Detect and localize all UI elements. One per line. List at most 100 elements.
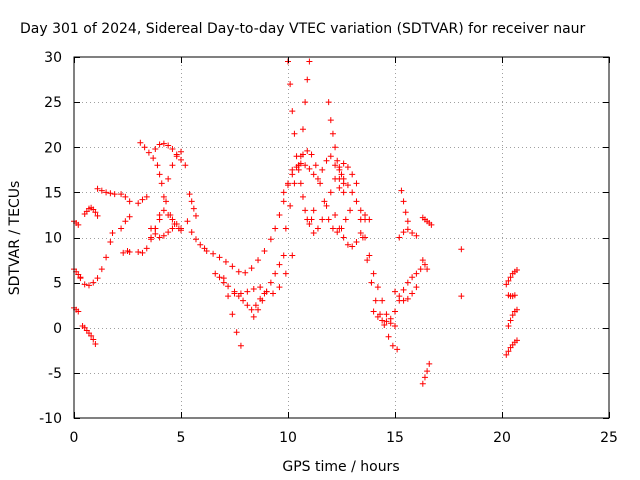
data-point-s31: [349, 189, 356, 196]
data-point-s21: [250, 285, 257, 292]
data-point-s34: [383, 318, 390, 325]
data-point-s45: [509, 312, 516, 319]
data-point-s5: [90, 279, 97, 286]
data-point-s31: [362, 211, 369, 218]
data-point-s1: [75, 221, 82, 228]
data-point-s12: [156, 171, 163, 178]
data-point-s45: [505, 322, 512, 329]
data-point-s17: [190, 205, 197, 212]
data-points: [71, 58, 520, 387]
x-tick-labels: 0 5 10 15 20 25: [70, 430, 618, 446]
data-point-s27: [302, 207, 309, 214]
data-point-s43: [513, 266, 520, 273]
data-point-s25: [329, 225, 336, 232]
data-point-s4: [88, 332, 95, 339]
data-point-s37: [404, 226, 411, 233]
data-point-s25: [325, 216, 332, 223]
data-point-s7: [103, 189, 110, 196]
data-point-s33: [359, 234, 366, 241]
data-point-s11: [169, 162, 176, 169]
data-point-s36: [398, 187, 405, 194]
data-point-s11: [139, 249, 146, 256]
data-point-s29: [334, 157, 341, 164]
data-point-s22: [248, 306, 255, 313]
y-tick-label: -10: [39, 411, 62, 427]
data-point-s16: [169, 225, 176, 232]
data-point-s28: [314, 225, 321, 232]
data-point-s29: [336, 166, 343, 173]
data-point-s18: [184, 218, 191, 225]
data-point-s14: [169, 216, 176, 223]
data-point-s14: [165, 211, 172, 218]
data-point-s5: [81, 281, 88, 288]
data-point-s28: [323, 202, 330, 209]
data-point-s31: [344, 182, 351, 189]
data-point-s27: [299, 193, 306, 200]
data-point-s28: [349, 171, 356, 178]
data-point-s32: [366, 252, 373, 259]
y-tick-label: -5: [48, 366, 62, 382]
data-point-s35: [400, 297, 407, 304]
data-point-s25: [317, 180, 324, 187]
data-point-s32: [383, 311, 390, 318]
data-point-s25: [282, 225, 289, 232]
y-tick-label: 25: [44, 95, 62, 111]
data-point-s7: [94, 185, 101, 192]
data-point-s13: [139, 196, 146, 203]
data-point-s30: [332, 211, 339, 218]
data-point-s12: [158, 180, 165, 187]
data-point-s17: [192, 212, 199, 219]
data-point-s20: [233, 329, 240, 336]
data-point-s25: [334, 229, 341, 236]
data-point-s10: [120, 249, 127, 256]
data-point-s23: [280, 252, 287, 259]
data-point-s21: [257, 284, 264, 291]
data-point-s33: [364, 257, 371, 264]
data-point-s26: [287, 81, 294, 88]
data-point-s22: [244, 302, 251, 309]
data-point-s19: [242, 269, 249, 276]
data-point-s24: [319, 166, 326, 173]
data-point-s9: [118, 225, 125, 232]
data-point-s16: [148, 225, 155, 232]
data-point-s24: [327, 153, 334, 160]
data-point-s19: [272, 225, 279, 232]
data-point-s21: [225, 283, 232, 290]
y-tick-label: 30: [44, 50, 62, 66]
data-point-s33: [368, 279, 375, 286]
y-tick-label: 10: [44, 231, 62, 247]
data-point-s8: [126, 198, 133, 205]
data-point-s17: [188, 198, 195, 205]
data-point-s31: [340, 180, 347, 187]
data-point-s12: [163, 198, 170, 205]
data-point-s46: [505, 348, 512, 355]
data-point-s19: [280, 198, 287, 205]
data-point-s20: [212, 270, 219, 277]
data-point-s45: [513, 306, 520, 313]
y-tick-label: 15: [44, 185, 62, 201]
data-point-s39: [419, 257, 426, 264]
data-point-s3: [75, 308, 82, 315]
data-point-s30: [336, 225, 343, 232]
data-point-s34: [404, 279, 411, 286]
data-point-s34: [417, 266, 424, 273]
data-point-s41: [458, 246, 465, 253]
data-point-s11: [178, 148, 184, 155]
axis-ticks: [74, 57, 610, 419]
data-point-s13: [135, 200, 142, 207]
data-point-s16: [165, 229, 172, 236]
data-point-s6: [92, 209, 99, 216]
x-tick-label: 15: [386, 430, 404, 446]
data-point-s28: [332, 175, 339, 182]
data-point-s15: [173, 151, 180, 158]
x-tick-label: 25: [600, 430, 618, 446]
data-point-s38: [428, 221, 435, 228]
data-point-s42: [458, 293, 465, 300]
data-point-s37: [409, 229, 416, 236]
data-point-s27: [295, 162, 302, 169]
data-point-s25: [304, 147, 311, 154]
data-point-s12: [137, 139, 144, 146]
data-point-s24: [332, 162, 339, 169]
data-point-s19: [203, 248, 210, 255]
